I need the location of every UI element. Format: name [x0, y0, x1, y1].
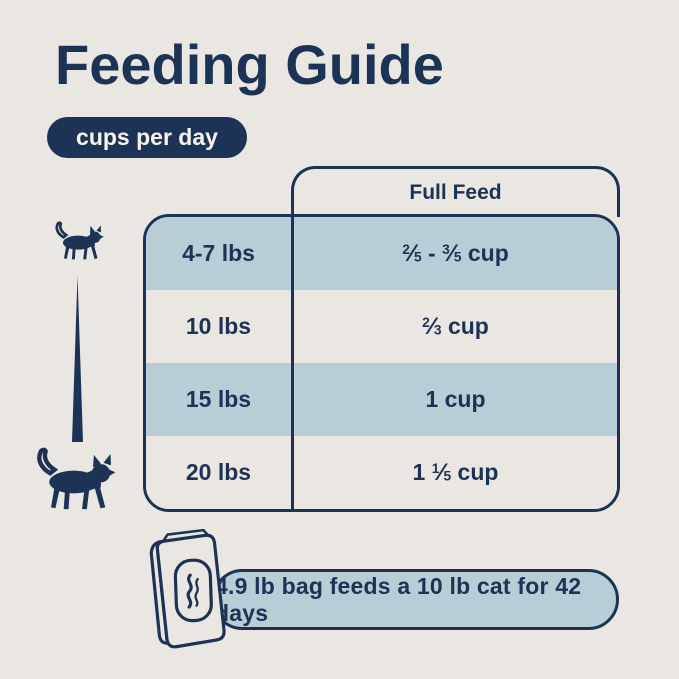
amount-cell: 2⁄3 cup: [291, 290, 617, 363]
units-badge: cups per day: [47, 117, 247, 158]
table-row: 15 lbs 1 cup: [146, 363, 617, 436]
units-badge-label: cups per day: [76, 124, 218, 150]
page-title: Feeding Guide: [55, 33, 444, 96]
table-row: 4-7 lbs 2⁄5 - 3⁄5 cup: [146, 217, 617, 290]
steam-icon: [186, 573, 199, 609]
weight-cell: 4-7 lbs: [182, 240, 255, 266]
amount-cell: 2⁄5 - 3⁄5 cup: [291, 217, 617, 290]
table-column-header: Full Feed: [291, 166, 620, 217]
fraction: 3⁄5: [442, 239, 462, 267]
large-cat-icon: [37, 447, 116, 510]
amount-cell: 1 cup: [291, 363, 617, 436]
bag-window: [173, 558, 213, 623]
fraction: 1⁄5: [431, 458, 452, 486]
weight-cell: 15 lbs: [185, 386, 252, 412]
food-bag-icon: [149, 529, 226, 649]
bag-feeds-text: 4.9 lb bag feeds a 10 lb cat for 42 days: [215, 572, 582, 626]
small-cat-icon: [55, 221, 104, 260]
bag-feeds-banner: 4.9 lb bag feeds a 10 lb cat for 42 days: [212, 569, 619, 630]
feeding-table: 4-7 lbs 2⁄5 - 3⁄5 cup 10 lbs 2⁄3 cup 15 lbs 1…: [143, 214, 620, 512]
column-header-label: Full Feed: [409, 181, 502, 204]
table-row: 20 lbs 1 1⁄5 cup: [146, 436, 617, 509]
table-row: 10 lbs 2⁄3 cup: [146, 290, 617, 363]
fraction: 2⁄3: [422, 312, 442, 340]
fraction: 2⁄5: [402, 239, 422, 267]
amount-cell: 1 1⁄5 cup: [291, 436, 617, 509]
weight-cell: 20 lbs: [185, 459, 252, 485]
size-scale-wedge: [72, 276, 83, 442]
weight-cell: 10 lbs: [185, 313, 252, 339]
